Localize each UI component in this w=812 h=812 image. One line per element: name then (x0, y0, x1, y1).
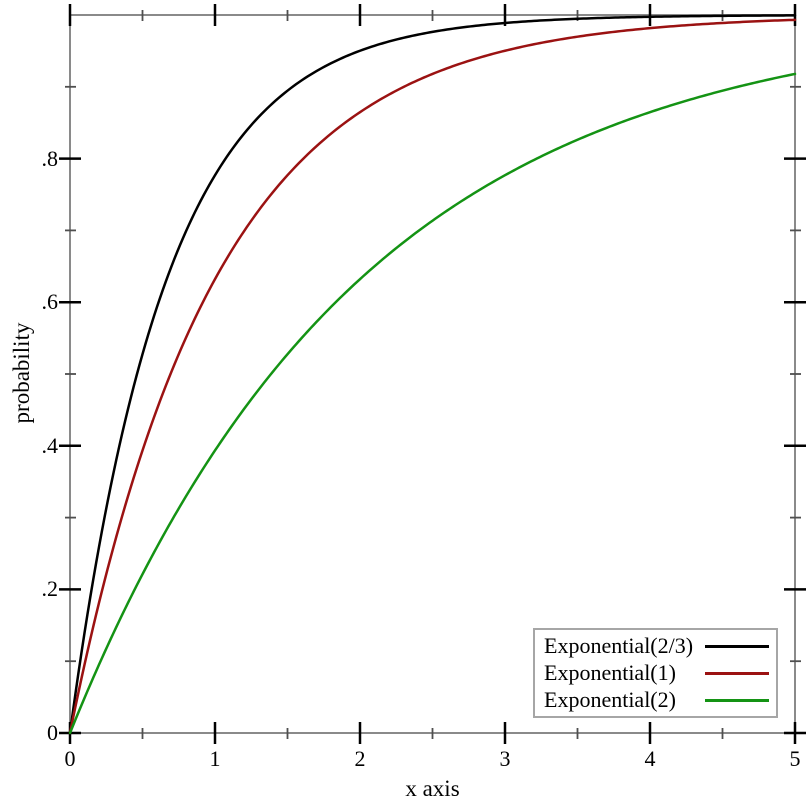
legend-label: Exponential(2) (544, 687, 676, 712)
y-tick-label: .2 (41, 576, 59, 602)
legend-row: Exponential(1) (544, 662, 769, 684)
y-tick-label: .6 (41, 289, 59, 315)
legend: Exponential(2/3) Exponential(1) Exponentia… (533, 628, 778, 718)
x-tick-label: 4 (644, 746, 656, 771)
legend-line-sample (705, 671, 769, 675)
legend-row: Exponential(2/3) (544, 635, 769, 657)
legend-line-sample (705, 698, 769, 702)
series-curve-exponential-2- (68, 72, 797, 735)
x-tick-label: 3 (499, 746, 511, 771)
x-axis-title: x axis (405, 776, 460, 801)
x-tick-label: 0 (64, 746, 76, 771)
legend-label: Exponential(1) (544, 660, 676, 685)
x-tick-label: 1 (209, 746, 221, 771)
x-tick-label: 5 (789, 746, 801, 771)
legend-label: Exponential(2/3) (544, 633, 694, 658)
y-tick-label: 0 (47, 720, 58, 745)
plot-frame (69, 14, 796, 734)
legend-line-sample (705, 644, 769, 648)
y-axis-title: probability (9, 322, 34, 424)
y-tick-label: .8 (41, 145, 59, 171)
y-tick-label: .4 (41, 432, 59, 458)
series-curve-exponential-2-3- (68, 14, 797, 735)
x-tick-label: 2 (354, 746, 366, 771)
legend-row: Exponential(2) (544, 689, 769, 711)
series-curve-exponential-1- (68, 18, 797, 735)
